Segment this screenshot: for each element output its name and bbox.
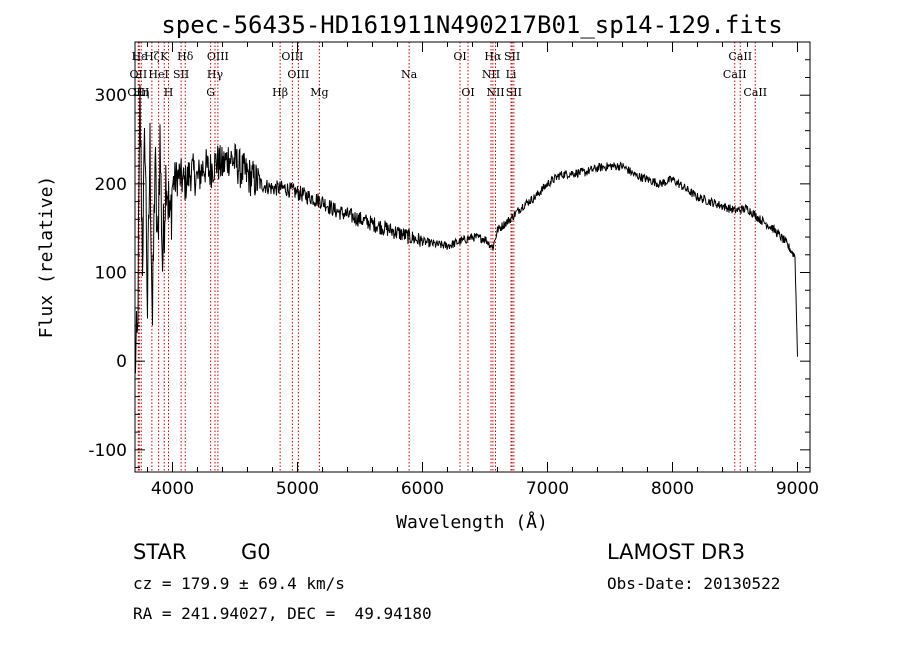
line-label-17: Na: [401, 68, 418, 81]
y-tick-label: -100: [88, 441, 127, 461]
line-label-15: OIII: [287, 68, 309, 81]
line-label-1: OII: [130, 68, 148, 81]
line-label-3: Hη: [133, 86, 149, 99]
line-label-13: Hβ: [272, 86, 288, 99]
y-tick-labels: -100 0 100 200 300: [88, 86, 127, 461]
line-label-8: H: [164, 86, 174, 99]
y-tick-label: 300: [95, 86, 127, 106]
line-label-11: Hγ: [207, 68, 224, 81]
object-class: STAR: [133, 540, 186, 564]
line-label-14: OIII: [281, 50, 303, 63]
line-label-6: K: [160, 50, 169, 63]
y-tick-label: 0: [116, 352, 127, 372]
x-tick-labels: 4000 5000 6000 7000 8000 9000: [151, 479, 819, 499]
x-tick-label: 5000: [276, 479, 319, 499]
y-tick-label: 200: [95, 175, 127, 195]
plot-frame: [134, 41, 811, 473]
line-label-16: Mg: [310, 86, 328, 99]
obs-date-text: Obs-Date: 20130522: [607, 574, 780, 593]
line-label-24: Li: [506, 68, 517, 81]
x-tick-label: 9000: [776, 479, 819, 499]
line-label-28: CaII: [743, 86, 767, 99]
x-tick-label: 4000: [151, 479, 194, 499]
line-label-21: NII: [482, 68, 500, 81]
chart-title: spec-56435-HD161911N490217B01_sp14-129.f…: [161, 11, 782, 39]
line-label-2: OIII: [127, 86, 149, 99]
line-label-22: NII: [486, 86, 504, 99]
spectrum-line: [134, 84, 798, 374]
x-tick-label: 8000: [651, 479, 694, 499]
x-tick-label: 7000: [526, 479, 569, 499]
line-label-27: CaII: [723, 68, 747, 81]
line-label-26: CaII: [728, 50, 752, 63]
y-axis-label: Flux (relative): [36, 176, 57, 339]
line-label-4: Hζ: [144, 50, 160, 63]
x-axis-label: Wavelength (Å): [396, 511, 548, 533]
line-label-19: OI: [461, 86, 474, 99]
line-label-12: G: [206, 86, 215, 99]
x-tick-label: 6000: [401, 479, 444, 499]
line-label-10: OIII: [207, 50, 229, 63]
axis-ticks: [135, 41, 810, 472]
object-subclass: G0: [241, 540, 271, 564]
redshift-text: cz = 179.9 ± 69.4 km/s: [133, 574, 345, 593]
line-label-23: SII: [504, 50, 520, 63]
line-label-20: Hα: [484, 50, 502, 63]
line-label-18: OI: [453, 50, 466, 63]
spectral-line-markers: [137, 42, 756, 472]
coords-text: RA = 241.94027, DEC = 49.94180: [133, 604, 432, 623]
line-label-5: HeI: [148, 68, 168, 81]
line-label-7: SII: [173, 68, 189, 81]
y-tick-label: 100: [95, 264, 127, 284]
line-label-25: SII: [506, 86, 522, 99]
survey-name: LAMOST DR3: [607, 540, 745, 564]
line-label-9: Hδ: [177, 50, 194, 63]
